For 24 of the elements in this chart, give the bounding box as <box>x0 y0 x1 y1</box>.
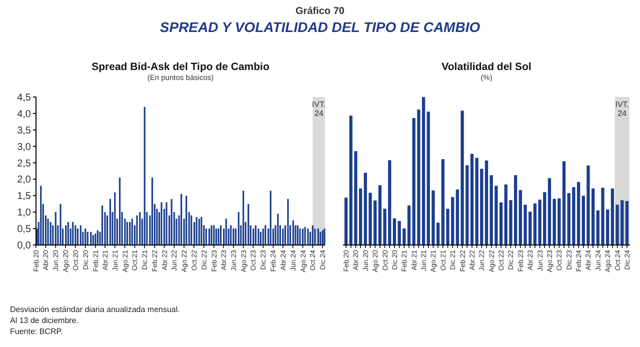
text: SPREAD Y VOLATILIDAD DEL TIPO DE CAMBIO <box>160 19 480 35</box>
y-tick-label: 3,0 <box>17 142 32 153</box>
y-tick-label: 1,5 <box>17 191 32 202</box>
y-tick-label: 4,0 <box>17 108 32 120</box>
y-tick-label: 3,5 <box>17 125 32 136</box>
source-note: Fuente: BCRP. <box>10 327 63 336</box>
chart-title: Spread Bid-Ask del Tipo de Cambio <box>92 61 270 73</box>
text: Al 13 de diciembre. <box>10 316 78 325</box>
band-label: IVT. 24 <box>312 100 326 118</box>
bar <box>625 201 629 245</box>
band-label: IVT. 24 <box>615 100 630 118</box>
text: Gráfico 70 <box>296 6 345 17</box>
y-tick-label: 4,5 <box>17 92 32 104</box>
y-tick-label: 0,0 <box>17 240 32 252</box>
bar <box>562 161 566 245</box>
bar <box>344 198 348 245</box>
y-tick-label: 0,5 <box>17 224 32 236</box>
y-tick-label: 1,0 <box>17 208 32 219</box>
text: Desviación estándar diaria anualizada mensual. <box>10 305 180 314</box>
bar <box>407 205 411 245</box>
bar <box>484 160 488 245</box>
chart-title: Volatilidad del Sol <box>442 61 532 73</box>
y-tick-label: 2,5 <box>17 158 32 170</box>
y-tick-label: 2,0 <box>17 174 32 186</box>
